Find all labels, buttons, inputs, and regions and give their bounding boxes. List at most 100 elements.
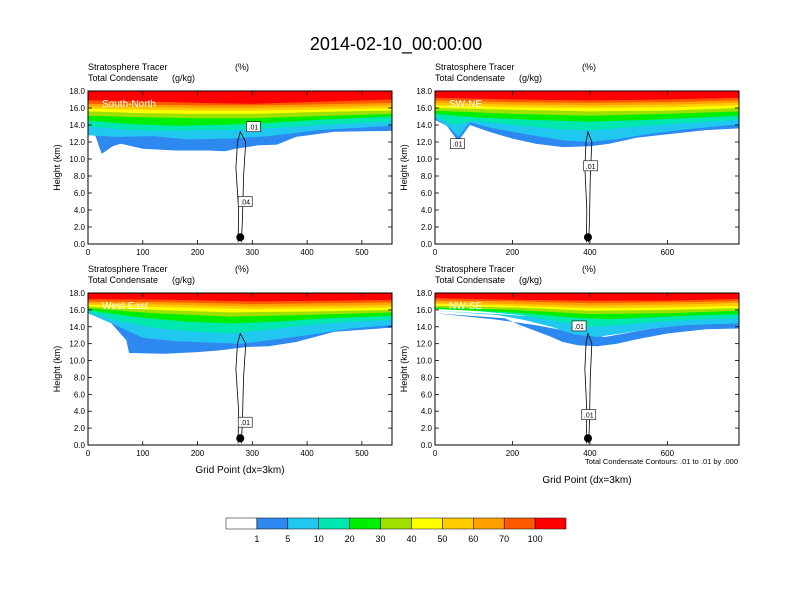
colorbar-swatch [287, 517, 319, 530]
x-tick-label: 0 [86, 248, 91, 257]
contour-label-box [583, 160, 598, 172]
x-tick-label: 0 [433, 248, 438, 257]
header-tracer: Stratosphere Tracer [435, 264, 515, 274]
contour-note: Total Condensate Contours: .01 to .01 by… [585, 457, 738, 466]
location-marker [236, 434, 245, 443]
y-tick-label: 4.0 [74, 206, 86, 215]
location-marker [583, 434, 592, 443]
colorbar-swatch [318, 517, 350, 530]
y-tick-label: 10.0 [416, 155, 432, 164]
y-tick-label: 12.0 [416, 138, 432, 147]
y-tick-label: 14.0 [69, 323, 85, 332]
filled-contours [88, 293, 392, 354]
y-tick-label: 2.0 [421, 223, 433, 232]
contour-label-box [571, 320, 587, 332]
y-tick-label: 8.0 [421, 172, 433, 181]
y-tick-label: 12.0 [69, 138, 85, 147]
y-tick-label: 0.0 [421, 240, 433, 249]
header-condensate-unit: (g/kg) [172, 73, 195, 83]
colorbar-swatch [473, 517, 505, 530]
contour-label-box [246, 121, 261, 132]
x-tick-label: 500 [355, 449, 369, 458]
colorbar-label: 30 [376, 534, 386, 544]
y-tick-label: 8.0 [421, 373, 433, 382]
x-tick-label: 0 [86, 449, 91, 458]
x-axis-label: Grid Point (dx=3km) [542, 475, 631, 486]
x-tick-label: 300 [246, 248, 260, 257]
x-tick-label: 200 [506, 248, 520, 257]
y-tick-label: 18.0 [69, 289, 85, 298]
x-tick-label: 200 [191, 449, 205, 458]
location-marker [236, 233, 245, 242]
x-tick-label: 600 [661, 248, 675, 257]
y-tick-label: 12.0 [416, 340, 432, 349]
panel-south-north: .01 .04 0.0 2.0 4.0 6.0 8.0 10.0 12.0 14.0 16.0 18.… [52, 62, 393, 257]
contour-label-box [237, 416, 253, 428]
filled-contours [435, 293, 739, 347]
panel-label: NW-SE [449, 301, 482, 312]
header-tracer: Stratosphere Tracer [88, 62, 168, 72]
x-tick-label: 400 [300, 248, 314, 257]
x-tick-label: 200 [506, 449, 520, 458]
contour-label: .01 [453, 142, 463, 149]
x-tick-label: 100 [136, 248, 150, 257]
panel-label: South-North [102, 99, 156, 110]
y-tick-label: 2.0 [421, 424, 433, 433]
header-tracer: Stratosphere Tracer [88, 264, 168, 274]
y-axis-label: Height (km) [399, 346, 409, 393]
header-condensate: Total Condensate [435, 73, 505, 83]
contour-label-box [581, 409, 597, 420]
contour-band-100 [88, 91, 392, 104]
colorbar-swatch [534, 517, 567, 530]
header-tracer: Stratosphere Tracer [435, 62, 515, 72]
y-tick-label: 0.0 [74, 240, 86, 249]
condensate-contour [584, 332, 593, 444]
header-condensate: Total Condensate [88, 275, 158, 285]
y-tick-label: 4.0 [74, 407, 86, 416]
colorbar-label: 20 [345, 534, 355, 544]
x-axis-label: Grid Point (dx=3km) [195, 465, 284, 476]
colorbar-label: 10 [314, 534, 324, 544]
y-tick-label: 14.0 [416, 121, 432, 130]
y-tick-label: 8.0 [74, 172, 86, 181]
x-tick-label: 300 [246, 449, 260, 458]
panel-sw-ne: .01 .01 0.0 2.0 4.0 6.0 8.0 10.0 12.0 14.0 16.0 18.… [399, 62, 740, 257]
y-tick-label: 16.0 [416, 104, 432, 113]
filled-contours [435, 91, 739, 148]
colorbar-label: 1 [254, 534, 259, 544]
header-tracer-unit: (%) [235, 62, 249, 72]
y-tick-label: 10.0 [69, 155, 85, 164]
y-tick-label: 6.0 [74, 189, 86, 198]
colorbar-swatch [442, 517, 474, 530]
colorbar-swatch [411, 517, 443, 530]
x-tick-label: 0 [433, 449, 438, 458]
figure-title: 2014-02-10_00:00:00 [310, 34, 482, 55]
x-tick-label: 100 [136, 449, 150, 458]
plot-frame [434, 292, 740, 446]
colorbar-label: 50 [437, 534, 447, 544]
y-tick-label: 18.0 [416, 87, 432, 96]
panel-label: SW-NE [449, 99, 482, 110]
y-tick-label: 4.0 [421, 206, 433, 215]
y-tick-label: 16.0 [69, 104, 85, 113]
y-axis-label: Height (km) [399, 144, 409, 191]
y-tick-label: 10.0 [69, 357, 85, 366]
y-tick-label: 6.0 [421, 390, 433, 399]
contour-label: .01 [584, 413, 594, 420]
y-tick-label: 4.0 [421, 407, 433, 416]
plot-frame [87, 90, 393, 245]
x-tick-label: 500 [355, 248, 369, 257]
colorbar-label: 40 [406, 534, 416, 544]
header-tracer-unit: (%) [582, 62, 596, 72]
y-tick-label: 0.0 [421, 441, 433, 450]
panel-label: West-East [102, 301, 148, 312]
y-tick-label: 14.0 [69, 121, 85, 130]
contour-band-1 [435, 313, 739, 347]
x-tick-label: 600 [661, 449, 675, 458]
x-tick-label: 400 [300, 449, 314, 458]
panel-west-east: .01 0.0 2.0 4.0 6.0 8.0 10.0 12.0 14.0 16.0 18.0 0 1… [52, 264, 393, 476]
filled-contours [88, 91, 392, 154]
colorbar: 1 5 10 20 30 40 50 60 70 100 [225, 517, 567, 544]
colorbar-swatch [503, 517, 536, 530]
